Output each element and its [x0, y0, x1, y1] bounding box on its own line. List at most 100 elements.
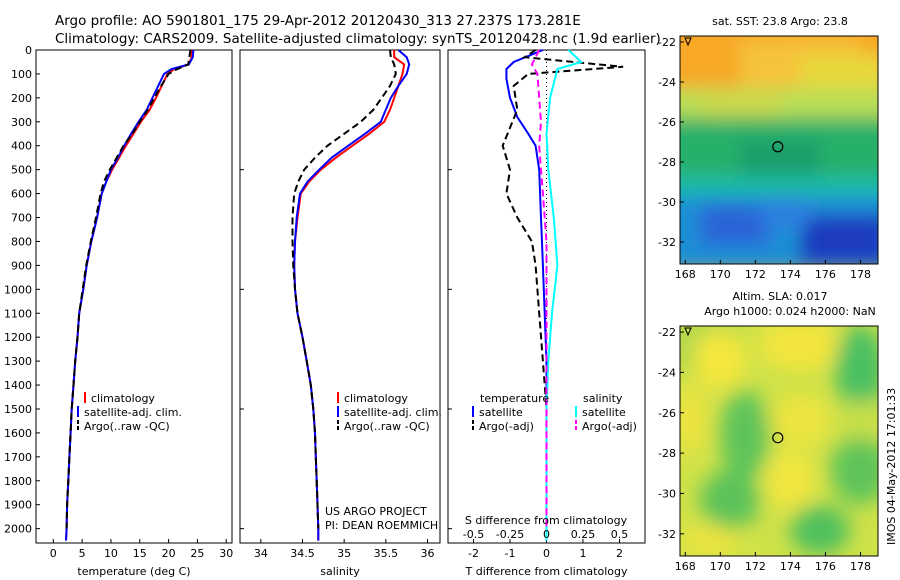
- x-tick-label: 30: [219, 547, 233, 560]
- map-x-tick-label: 170: [710, 560, 731, 573]
- north-arrow-icon-2: [684, 327, 692, 337]
- x-tick-label: 15: [133, 547, 147, 560]
- header-line-1: Argo profile: AO 5901801_175 29-Apr-2012…: [55, 13, 581, 29]
- secondary-x-tick-label: 0.25: [571, 528, 596, 541]
- x-tick-label: 10: [104, 547, 118, 560]
- map-y-tick-label: -26: [658, 116, 676, 129]
- x-tick-label: 20: [162, 547, 176, 560]
- map-y-tick-label: -32: [658, 236, 676, 249]
- y-tick-label: 800: [11, 235, 32, 248]
- legend-argo-label: Argo(..raw -QC): [84, 420, 170, 433]
- x-tick-label: 2: [616, 547, 623, 560]
- north-arrow-icon: [684, 37, 692, 47]
- map-y-tick-label: -30: [658, 487, 676, 500]
- sst-map-title: sat. SST: 23.8 Argo: 23.8: [712, 15, 848, 28]
- argo-location-marker-2: [772, 432, 784, 444]
- map-x-tick-label: 178: [850, 560, 871, 573]
- difference-profile-panel: -2 -1 0 1 2 T difference from climatology temp…: [447, 49, 646, 578]
- x-tick-label: -2: [468, 547, 479, 560]
- x-tick-label: 25: [190, 547, 204, 560]
- secondary-x-tick-label: 0: [543, 528, 550, 541]
- y-tick-label: 1600: [4, 427, 32, 440]
- x-tick-label: 1: [579, 547, 586, 560]
- legend-satellite-label: satellite-adj. clim.: [84, 406, 182, 419]
- y-tick-label: 1700: [4, 451, 32, 464]
- series-line-3: [545, 49, 584, 541]
- legend-satellite-label: satellite-adj. clim.: [344, 406, 442, 419]
- sla-map-panel: Altim. SLA: 0.017 Argo h1000: 0.024 h200…: [658, 290, 879, 573]
- map-y-tick-label: -30: [658, 196, 676, 209]
- map-x-tick-label: 176: [815, 560, 836, 573]
- sla-map-title-line-1: Altim. SLA: 0.017: [732, 290, 827, 303]
- map-y-tick-label: -32: [658, 528, 676, 541]
- legend-title-salinity: salinity: [583, 392, 623, 405]
- map-x-tick-label: 168: [675, 560, 696, 573]
- map-x-tick-label: 172: [745, 560, 766, 573]
- plot-frame: [35, 49, 233, 544]
- y-tick-label: 900: [11, 259, 32, 272]
- legend-s-satellite-label: satellite: [582, 406, 626, 419]
- secondary-x-tick-label: 0.5: [611, 528, 629, 541]
- x-axis-label: temperature (deg C): [77, 565, 190, 578]
- secondary-x-tick-label: -0.25: [496, 528, 524, 541]
- x-axis-label: salinity: [320, 565, 360, 578]
- y-tick-label: 1000: [4, 283, 32, 296]
- legend-t-argo-label: Argo(-adj): [479, 420, 534, 433]
- header-line-2: Climatology: CARS2009. Satellite-adjuste…: [55, 31, 661, 47]
- map-x-tick-label: 168: [675, 268, 696, 281]
- y-tick-label: 1500: [4, 403, 32, 416]
- legend-title-temperature: temperature: [480, 392, 549, 405]
- series-line-3: [291, 49, 397, 529]
- y-tick-label: 1100: [4, 307, 32, 320]
- legend-argo-label: Argo(..raw -QC): [344, 420, 430, 433]
- legend-climatology-label: climatology: [344, 392, 408, 405]
- map-x-tick-label: 174: [780, 560, 801, 573]
- map-y-tick-label: -26: [658, 407, 676, 420]
- argo-location-marker: [772, 141, 784, 153]
- y-tick-label: 400: [11, 140, 32, 153]
- map-x-tick-label: 174: [780, 268, 801, 281]
- x-tick-label: 5: [79, 547, 86, 560]
- sla-heatmap: [680, 326, 878, 556]
- secondary-x-tick-label: -0.5: [463, 528, 484, 541]
- y-tick-label: 700: [11, 212, 32, 225]
- legend-t-satellite-label: satellite: [479, 406, 523, 419]
- series-line-4: [530, 49, 548, 529]
- x-tick-label: 34.5: [290, 547, 315, 560]
- x-tick-label: 0: [543, 547, 550, 560]
- series-line-2: [501, 49, 624, 529]
- secondary-x-axis-label: S difference from climatology: [465, 514, 628, 527]
- temperature-profile-panel: 0100200300400500600700800900100011001200…: [4, 44, 233, 578]
- y-tick-label: 1300: [4, 355, 32, 368]
- map-x-tick-label: 178: [850, 268, 871, 281]
- y-tick-label: 1800: [4, 475, 32, 488]
- x-tick-label: 36: [421, 547, 435, 560]
- map-y-tick-label: -24: [658, 76, 676, 89]
- y-tick-label: 600: [11, 188, 32, 201]
- x-tick-label: -1: [505, 547, 516, 560]
- x-tick-label: 0: [50, 547, 57, 560]
- y-tick-label: 1900: [4, 499, 32, 512]
- project-annotation: US ARGO PROJECT: [325, 505, 427, 518]
- x-tick-label: 35.5: [374, 547, 399, 560]
- y-tick-label: 1200: [4, 331, 32, 344]
- map-y-tick-label: -28: [658, 156, 676, 169]
- x-tick-label: 34: [254, 547, 268, 560]
- y-tick-label: 100: [11, 68, 32, 81]
- sla-map-title-line-2: Argo h1000: 0.024 h2000: NaN: [704, 305, 876, 318]
- legend-s-argo-label: Argo(-adj): [582, 420, 637, 433]
- map-y-tick-label: -22: [658, 326, 676, 339]
- sst-heatmap: [680, 36, 878, 264]
- y-tick-label: 500: [11, 164, 32, 177]
- sst-map-panel: sat. SST: 23.8 Argo: 23.8 168 170 172 174 17…: [658, 15, 879, 281]
- map-y-tick-label: -24: [658, 366, 676, 379]
- imos-timestamp-label: IMOS 04-May-2012 17:01:33: [885, 388, 898, 545]
- map-x-tick-label: 172: [745, 268, 766, 281]
- x-axis-label: T difference from climatology: [465, 565, 628, 578]
- y-tick-label: 2000: [4, 523, 32, 536]
- plot-frame: [239, 49, 441, 544]
- map-x-tick-label: 170: [710, 268, 731, 281]
- map-y-tick-label: -28: [658, 447, 676, 460]
- y-tick-label: 0: [25, 44, 32, 57]
